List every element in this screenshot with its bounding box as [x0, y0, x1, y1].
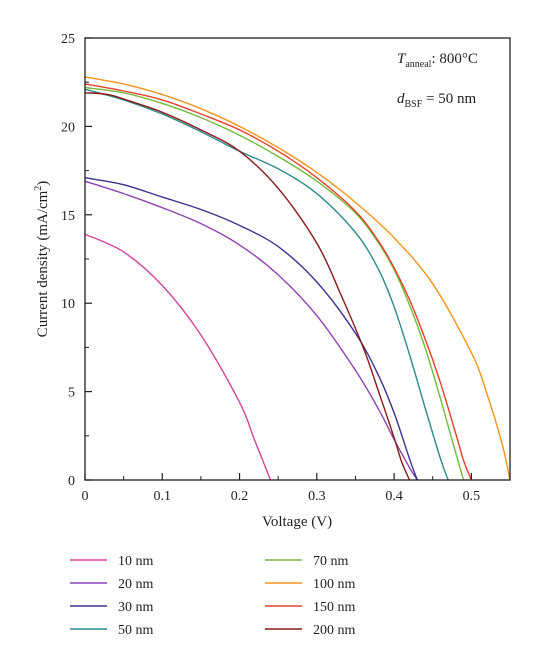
- x-tick-label: 0.1: [154, 489, 172, 504]
- legend: 10 nm 20 nm 30 nm 50 nm 70 nm 100 nm 150 nm 200…: [70, 554, 356, 638]
- series-line-200-nm: [84, 92, 411, 481]
- legend-label: 100 nm: [313, 577, 356, 592]
- anneal-temperature-annotation: Tanneal: 800°C: [397, 51, 478, 70]
- legend-label: 30 nm: [118, 600, 154, 615]
- legend-label: 20 nm: [118, 577, 154, 592]
- x-tick-label: 0.5: [463, 489, 481, 504]
- y-tick-label: 15: [61, 209, 75, 224]
- series-line-150-nm: [84, 83, 473, 481]
- series-line-100-nm: [84, 76, 511, 481]
- plot-area: [84, 76, 511, 481]
- y-tick-label: 25: [61, 32, 75, 47]
- legend-label: 150 nm: [313, 600, 356, 615]
- x-tick-label: 0.3: [308, 489, 326, 504]
- axes: 0 0.1 0.2 0.3 0.4 0.5 0 5 10 15 20 25: [61, 32, 511, 504]
- legend-label: 10 nm: [118, 554, 154, 569]
- legend-label: 200 nm: [313, 623, 356, 638]
- y-tick-label: 0: [68, 474, 75, 489]
- bsf-thickness-annotation: dBSF = 50 nm: [397, 91, 477, 110]
- legend-label: 50 nm: [118, 623, 154, 638]
- legend-label: 70 nm: [313, 554, 349, 569]
- series-line-10-nm: [84, 233, 272, 481]
- series-line-50-nm: [84, 88, 449, 481]
- x-tick-label: 0: [82, 489, 89, 504]
- y-tick-label: 5: [68, 386, 75, 401]
- series-line-30-nm: [84, 177, 418, 481]
- y-tick-label: 10: [61, 297, 75, 312]
- series-line-70-nm: [84, 86, 465, 481]
- x-tick-label: 0.2: [231, 489, 249, 504]
- y-tick-label: 20: [61, 120, 75, 135]
- x-axis-label: Voltage (V): [262, 514, 332, 530]
- x-tick-label: 0.4: [385, 489, 403, 504]
- y-axis-label: Current density (mA/cm2): [33, 181, 51, 338]
